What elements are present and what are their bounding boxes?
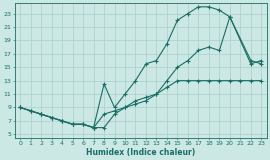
X-axis label: Humidex (Indice chaleur): Humidex (Indice chaleur) bbox=[86, 148, 195, 156]
